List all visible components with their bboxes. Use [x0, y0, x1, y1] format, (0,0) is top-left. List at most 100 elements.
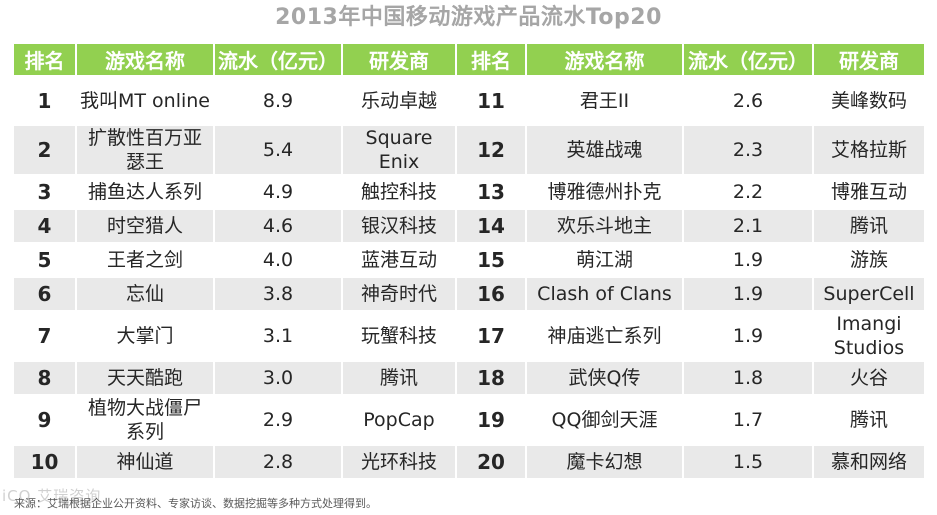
left-revenue-cell: 4.6	[215, 210, 341, 242]
left-developer-cell: PopCap	[343, 396, 455, 444]
right-game-name-cell: 博雅德州扑克	[527, 176, 682, 208]
left-developer-cell: 光环科技	[343, 446, 455, 478]
left-developer-cell: 玩蟹科技	[343, 312, 455, 360]
watermark-logo: iCO 艾瑞咨询	[2, 487, 102, 505]
left-game-name-cell: 植物大战僵尸系列	[77, 396, 213, 444]
right-revenue-cell: 1.5	[684, 446, 812, 478]
right-rank-cell: 19	[457, 396, 525, 444]
chart-title: 2013年中国移动游戏产品流水Top20	[275, 5, 662, 30]
right-developer-cell: 火谷	[814, 362, 924, 394]
right-revenue-cell: 1.9	[684, 312, 812, 360]
right-revenue-cell: 2.1	[684, 210, 812, 242]
left-game-name-cell: 神仙道	[77, 446, 213, 478]
left-revenue-cell: 4.9	[215, 176, 341, 208]
header-cell: 游戏名称	[77, 44, 213, 75]
header-cell: 游戏名称	[527, 44, 682, 75]
table-row: 9 植物大战僵尸系列 2.9 PopCap 19 QQ御剑天涯 1.7 腾讯	[14, 396, 924, 444]
left-developer-cell: 触控科技	[343, 176, 455, 208]
left-developer-cell: 神奇时代	[343, 278, 455, 310]
left-rank-cell: 8	[14, 362, 75, 394]
table-row: 10 神仙道 2.8 光环科技 20 魔卡幻想 1.5 慕和网络	[14, 446, 924, 478]
left-game-name-cell: 我叫MT online	[77, 77, 213, 124]
ranking-table: 排名 游戏名称 流水（亿元） 研发商 排名 游戏名称 流水（亿元） 研发商 1 我叫MT onl…	[12, 42, 926, 480]
header-cell: 研发商	[343, 44, 455, 75]
left-rank-cell: 10	[14, 446, 75, 478]
right-game-name-cell: 神庙逃亡系列	[527, 312, 682, 360]
right-developer-cell: 美峰数码	[814, 77, 924, 124]
right-rank-cell: 20	[457, 446, 525, 478]
right-revenue-cell: 1.8	[684, 362, 812, 394]
right-game-name-cell: 魔卡幻想	[527, 446, 682, 478]
left-rank-cell: 2	[14, 126, 75, 174]
source-note: 来源：艾瑞根据企业公开资料、专家访谈、数据挖掘等多种方式处理得到。	[14, 497, 377, 510]
right-revenue-cell: 1.9	[684, 244, 812, 276]
left-revenue-cell: 2.9	[215, 396, 341, 444]
right-game-name-cell: 欢乐斗地主	[527, 210, 682, 242]
header-cell: 排名	[457, 44, 525, 75]
right-rank-cell: 17	[457, 312, 525, 360]
table-row: 7 大掌门 3.1 玩蟹科技 17 神庙逃亡系列 1.9 Imangi Studios	[14, 312, 924, 360]
right-developer-cell: 艾格拉斯	[814, 126, 924, 174]
right-developer-cell: 游族	[814, 244, 924, 276]
right-developer-cell: 博雅互动	[814, 176, 924, 208]
right-game-name-cell: Clash of Clans	[527, 278, 682, 310]
right-revenue-cell: 1.9	[684, 278, 812, 310]
left-game-name-cell: 捕鱼达人系列	[77, 176, 213, 208]
left-game-name-cell: 大掌门	[77, 312, 213, 360]
table-row: 6 忘仙 3.8 神奇时代 16 Clash of Clans 1.9 SuperCell	[14, 278, 924, 310]
table-row: 4 时空猎人 4.6 银汉科技 14 欢乐斗地主 2.1 腾讯	[14, 210, 924, 242]
right-revenue-cell: 2.3	[684, 126, 812, 174]
right-developer-cell: 腾讯	[814, 396, 924, 444]
table-row: 3 捕鱼达人系列 4.9 触控科技 13 博雅德州扑克 2.2 博雅互动	[14, 176, 924, 208]
right-rank-cell: 12	[457, 126, 525, 174]
table-row: 5 王者之剑 4.0 蓝港互动 15 萌江湖 1.9 游族	[14, 244, 924, 276]
table-row: 2 扩散性百万亚瑟王 5.4 Square Enix 12 英雄战魂 2.3 艾格拉斯	[14, 126, 924, 174]
left-game-name-cell: 忘仙	[77, 278, 213, 310]
left-game-name-cell: 王者之剑	[77, 244, 213, 276]
left-rank-cell: 5	[14, 244, 75, 276]
right-developer-cell: 腾讯	[814, 210, 924, 242]
right-developer-cell: Imangi Studios	[814, 312, 924, 360]
left-revenue-cell: 3.8	[215, 278, 341, 310]
right-rank-cell: 14	[457, 210, 525, 242]
right-rank-cell: 18	[457, 362, 525, 394]
left-revenue-cell: 3.0	[215, 362, 341, 394]
left-game-name-cell: 天天酷跑	[77, 362, 213, 394]
right-rank-cell: 16	[457, 278, 525, 310]
right-rank-cell: 11	[457, 77, 525, 124]
header-row: 排名 游戏名称 流水（亿元） 研发商 排名 游戏名称 流水（亿元） 研发商	[14, 44, 924, 75]
left-revenue-cell: 4.0	[215, 244, 341, 276]
right-revenue-cell: 2.2	[684, 176, 812, 208]
right-game-name-cell: 武侠Q传	[527, 362, 682, 394]
left-rank-cell: 9	[14, 396, 75, 444]
right-game-name-cell: 英雄战魂	[527, 126, 682, 174]
left-rank-cell: 3	[14, 176, 75, 208]
left-developer-cell: 银汉科技	[343, 210, 455, 242]
table-row: 8 天天酷跑 3.0 腾讯 18 武侠Q传 1.8 火谷	[14, 362, 924, 394]
left-revenue-cell: 5.4	[215, 126, 341, 174]
header-cell: 研发商	[814, 44, 924, 75]
right-rank-cell: 13	[457, 176, 525, 208]
left-rank-cell: 7	[14, 312, 75, 360]
left-revenue-cell: 8.9	[215, 77, 341, 124]
right-game-name-cell: QQ御剑天涯	[527, 396, 682, 444]
left-revenue-cell: 2.8	[215, 446, 341, 478]
right-revenue-cell: 2.6	[684, 77, 812, 124]
table-body: 1 我叫MT online 8.9 乐动卓越 11 君王II 2.6 美峰数码 2 扩散性百万亚瑟…	[14, 77, 924, 478]
right-revenue-cell: 1.7	[684, 396, 812, 444]
right-game-name-cell: 君王II	[527, 77, 682, 124]
left-rank-cell: 6	[14, 278, 75, 310]
left-developer-cell: 乐动卓越	[343, 77, 455, 124]
right-game-name-cell: 萌江湖	[527, 244, 682, 276]
right-developer-cell: SuperCell	[814, 278, 924, 310]
right-developer-cell: 慕和网络	[814, 446, 924, 478]
left-developer-cell: 腾讯	[343, 362, 455, 394]
table-row: 1 我叫MT online 8.9 乐动卓越 11 君王II 2.6 美峰数码	[14, 77, 924, 124]
left-game-name-cell: 扩散性百万亚瑟王	[77, 126, 213, 174]
left-developer-cell: Square Enix	[343, 126, 455, 174]
left-revenue-cell: 3.1	[215, 312, 341, 360]
header-cell: 排名	[14, 44, 75, 75]
left-rank-cell: 1	[14, 77, 75, 124]
left-game-name-cell: 时空猎人	[77, 210, 213, 242]
right-rank-cell: 15	[457, 244, 525, 276]
